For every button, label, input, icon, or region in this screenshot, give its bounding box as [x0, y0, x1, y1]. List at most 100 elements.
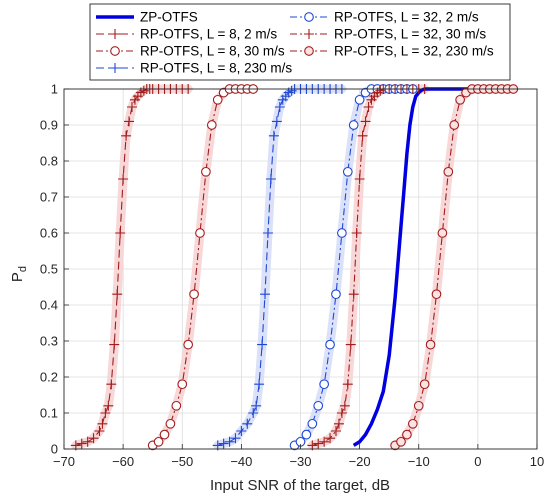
legend-entry-7: RP-OTFS, L = 32, 230 m/s	[290, 44, 494, 59]
legend-label: RP-OTFS, L = 8, 2 m/s	[140, 27, 277, 42]
y-tick-label: 0.9	[40, 118, 58, 133]
x-tick-label: −10	[408, 454, 430, 469]
data-point	[206, 120, 217, 130]
data-point	[195, 228, 205, 238]
data-point	[177, 379, 188, 390]
legend-label: RP-OTFS, L = 32, 30 m/s	[334, 27, 486, 42]
data-point	[121, 130, 132, 141]
data-point	[363, 102, 374, 112]
data-point	[336, 408, 347, 418]
data-point	[189, 289, 199, 300]
data-point	[218, 438, 229, 449]
data-point	[268, 130, 279, 141]
data-point	[110, 29, 120, 39]
legend-entry-1: ZP-OTFS	[96, 10, 198, 25]
data-point	[301, 429, 312, 440]
legend-entry-3: RP-OTFS, L = 8, 30 m/s	[96, 44, 285, 59]
data-point	[212, 94, 223, 105]
data-point	[82, 436, 93, 447]
data-point	[274, 102, 285, 112]
data-point	[265, 174, 276, 184]
data-point	[257, 339, 268, 350]
data-point	[313, 438, 324, 449]
x-tick-label: −50	[171, 454, 193, 469]
data-point	[165, 418, 176, 429]
data-point	[437, 228, 448, 238]
data-point	[402, 429, 412, 440]
data-point	[431, 289, 442, 300]
data-point	[236, 426, 247, 436]
x-tick-labels: −70 −60 −50 −40 −30 −20 −10 0 10	[53, 454, 544, 469]
data-point	[153, 436, 164, 447]
data-point	[413, 400, 424, 411]
data-point	[94, 426, 105, 436]
data-point	[449, 120, 460, 130]
tick-marks	[63, 88, 538, 450]
data-point	[331, 289, 341, 300]
y-tick-label: 0.1	[40, 406, 58, 421]
data-point	[115, 228, 126, 238]
legend-entry-2: RP-OTFS, L = 8, 2 m/s	[96, 27, 277, 42]
data-point	[159, 429, 170, 440]
legend: ZP-OTFS RP-OTFS, L = 8, 2 m/s RP-OTFS, L =…	[89, 3, 511, 81]
data-point	[118, 174, 129, 184]
data-point	[325, 339, 335, 350]
data-point	[103, 400, 114, 411]
data-point	[254, 379, 265, 390]
data-point	[345, 339, 356, 350]
data-point	[351, 228, 362, 238]
legend-label: RP-OTFS, L = 32, 230 m/s	[334, 44, 494, 59]
data-point	[348, 120, 359, 130]
y-axis-label-subscript: d	[17, 266, 29, 272]
data-point	[304, 29, 314, 39]
legend-label: RP-OTFS, L = 8, 230 m/s	[140, 61, 292, 76]
data-point	[319, 379, 330, 390]
y-tick-label: 0.7	[40, 190, 58, 205]
x-tick-label: −20	[349, 454, 371, 469]
legend-label: ZP-OTFS	[140, 10, 198, 25]
data-point	[242, 418, 253, 429]
data-point	[304, 46, 314, 56]
data-point	[330, 426, 341, 436]
data-point	[354, 94, 365, 105]
data-point	[360, 116, 371, 127]
data-point	[262, 228, 273, 238]
data-point	[271, 116, 282, 127]
data-point	[100, 408, 111, 418]
x-tick-label: 10	[530, 454, 544, 469]
data-point	[76, 438, 87, 449]
data-point	[183, 339, 194, 350]
data-point	[425, 339, 436, 350]
data-point	[88, 433, 99, 444]
x-tick-label: −40	[230, 454, 252, 469]
legend-label: RP-OTFS, L = 32, 2 m/s	[334, 10, 479, 25]
legend-entry-6: RP-OTFS, L = 32, 30 m/s	[290, 27, 486, 42]
x-tick-label: −70	[53, 454, 75, 469]
data-point	[230, 433, 241, 444]
y-axis-label: Pd	[9, 266, 29, 282]
y-tick-labels: 0 0.1 0.2 0.3 0.4 0.5 0.6 0.7 0.8 0.9 1	[40, 82, 58, 457]
data-point	[126, 102, 137, 112]
x-axis-label: Input SNR of the target, dB	[210, 477, 390, 494]
data-point	[339, 400, 350, 411]
data-point	[307, 418, 318, 429]
data-point	[97, 418, 108, 429]
legend-entry-4: RP-OTFS, L = 8, 230 m/s	[96, 61, 292, 76]
y-tick-label: 1	[51, 82, 58, 97]
y-tick-label: 0.5	[40, 262, 58, 277]
data-point	[354, 174, 365, 184]
data-point	[342, 166, 353, 177]
data-point	[443, 166, 454, 177]
x-tick-label: −30	[289, 454, 311, 469]
data-point	[248, 408, 259, 418]
data-point	[357, 130, 368, 141]
y-tick-label: 0.2	[40, 370, 58, 385]
data-point	[319, 436, 330, 447]
legend-entry-5: RP-OTFS, L = 32, 2 m/s	[290, 10, 479, 25]
data-point	[407, 418, 418, 429]
data-point	[109, 339, 120, 350]
data-point	[455, 94, 465, 105]
y-tick-label: 0.8	[40, 154, 58, 169]
data-point	[337, 228, 347, 238]
